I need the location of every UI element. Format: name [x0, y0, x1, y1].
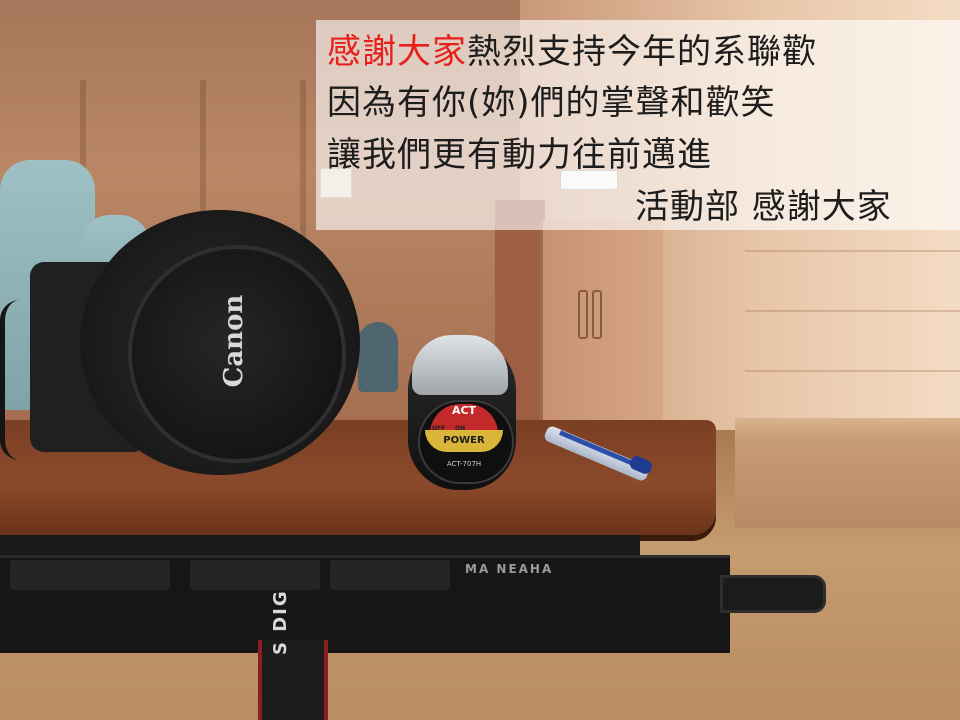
- wall-slat: [200, 80, 206, 330]
- tray-text: MA NEAHA: [465, 562, 554, 576]
- auditorium-seat: [358, 322, 398, 392]
- caption-line-1: 感謝大家熱烈支持今年的系聯歡: [327, 24, 817, 73]
- act-off-text: OFF: [432, 425, 446, 432]
- camera-strap-loop: [0, 300, 31, 460]
- act-on-text: ON: [455, 425, 466, 432]
- lens-cap: [128, 245, 346, 463]
- wall-panel-line: [745, 250, 960, 252]
- act-device-head: [412, 335, 508, 395]
- wall-slat: [300, 80, 306, 330]
- door-handle: [578, 290, 588, 339]
- stage: [735, 418, 960, 528]
- caption-line-1-rest: 熱烈支持今年的系聯歡: [467, 32, 817, 72]
- wall-panel-line: [745, 310, 960, 312]
- act-power-text: POWER: [443, 435, 485, 446]
- act-label-yellow: [425, 430, 503, 452]
- wall-panel-line: [745, 370, 960, 372]
- caption-highlight: 感謝大家: [327, 32, 467, 72]
- door-handle: [592, 290, 602, 339]
- strap-text: S DIG: [270, 589, 291, 655]
- tray-ridge: [10, 560, 170, 590]
- caption-line-2: 因為有你(妳)們的掌聲和歡笑: [327, 83, 776, 123]
- tray-ridge: [330, 560, 450, 590]
- tray-handle: [720, 575, 826, 613]
- caption-box: [316, 20, 960, 230]
- act-brand-text: ACT: [451, 404, 477, 417]
- act-model-text: ACT-707H: [446, 460, 482, 468]
- caption-line-3: 讓我們更有動力往前邁進: [327, 135, 712, 175]
- caption-signature: 活動部 感謝大家: [635, 187, 892, 227]
- camera-strap: [258, 640, 328, 720]
- tray-ridge: [190, 560, 320, 590]
- lens-cap-brand: Canon: [219, 294, 249, 388]
